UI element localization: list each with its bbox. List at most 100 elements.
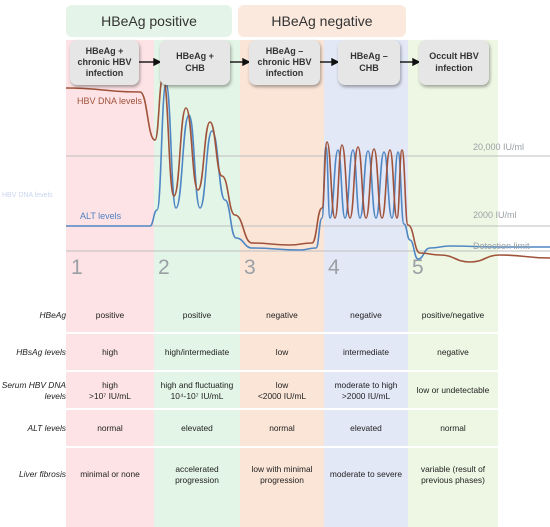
phase-2-title-line: HBeAg +: [176, 51, 214, 62]
cell-text: high: [102, 379, 118, 390]
table-cell: low <2000 IU/mL: [240, 373, 324, 409]
table-cell: variable (result of previous phases): [408, 449, 498, 501]
table-cell: minimal or none: [66, 449, 154, 501]
row-label-text: ALT levels: [27, 423, 66, 434]
table-cell: accelerated progression: [154, 449, 240, 501]
table-cell: high >10⁷ IU/mL: [66, 373, 154, 409]
phase-1-title-line: HBeAg +: [85, 45, 124, 56]
phase-band-1: [66, 40, 154, 527]
cell-text: moderate to high: [334, 379, 398, 390]
phase-4-title-line: CHB: [359, 62, 379, 73]
cell-text: elevated: [350, 423, 382, 434]
table-cell: high and fluctuating 10⁴-10⁷ IU/mL: [154, 373, 240, 409]
group-header-hbeag-negative: HBeAg negative: [238, 5, 406, 37]
ref-label-2000: 2000 IU/ml: [473, 210, 517, 220]
table-cell: elevated: [324, 411, 408, 447]
cell-text: normal: [440, 423, 466, 434]
table-cell: high/intermediate: [154, 335, 240, 371]
cell-text: low: [275, 347, 289, 358]
cell-text: elevated: [181, 423, 213, 434]
phase-number-3: 3: [244, 256, 256, 279]
group-header-hbeag-positive: HBeAg positive: [66, 5, 232, 37]
hbv-dna-ghost-label: HBV DNA levels: [2, 192, 53, 199]
phase-box-5: Occult HBV infection: [419, 40, 489, 85]
cell-text: minimal or none: [80, 469, 140, 480]
table-cell: low with minimal progression: [240, 449, 324, 501]
table-cell: positive/negative: [408, 298, 498, 333]
row-separators: [0, 332, 500, 448]
row-label-text: Serum HBV DNA: [1, 379, 66, 390]
ref-label-detection: Detection limit: [473, 241, 530, 251]
cell-text: low: [275, 379, 289, 390]
table-cell: normal: [408, 411, 498, 447]
table-cell: moderate to severe: [324, 449, 408, 501]
table-cell: negative: [324, 298, 408, 333]
phase-band-5: [408, 40, 498, 527]
cell-text: negative: [266, 309, 298, 320]
row-label-text: HBeAg: [39, 309, 66, 320]
table-cell: negative: [240, 298, 324, 333]
cell-text: <2000 IU/mL: [257, 391, 307, 401]
cell-text: previous phases): [421, 475, 485, 485]
table-cell: moderate to high >2000 IU/mL: [324, 373, 408, 409]
phase-4-title-line: HBeAg –: [350, 51, 388, 62]
table-cell: negative: [408, 335, 498, 371]
phase-box-3: HBeAg – chronic HBV infection: [249, 40, 320, 85]
table-cell: positive: [66, 298, 154, 333]
cell-text: normal: [269, 423, 295, 434]
table-cell: low: [240, 335, 324, 371]
cell-text: low with minimal: [251, 463, 313, 474]
cell-text: high: [102, 347, 118, 358]
phase-band-4: [324, 40, 408, 527]
row-label-liver-fibrosis: Liver fibrosis: [0, 449, 66, 501]
hbv-dna-curve-label: HBV DNA levels: [77, 96, 143, 106]
cell-text: low or undetectable: [416, 385, 490, 396]
row-label-hbsag: HBsAg levels: [0, 335, 66, 371]
table-cell: normal: [240, 411, 324, 447]
alt-curve-label: ALT levels: [80, 211, 122, 221]
row-label-text: levels: [44, 391, 66, 401]
table-cell: positive: [154, 298, 240, 333]
phase-number-5: 5: [412, 256, 424, 279]
phase-1-title-line: infection: [85, 68, 124, 79]
cell-text: positive: [182, 309, 212, 320]
cell-text: positive: [95, 309, 125, 320]
row-label-text: Liver fibrosis: [18, 469, 66, 480]
phase-number-4: 4: [328, 256, 340, 279]
cell-text: normal: [97, 423, 123, 434]
phase-number-1: 1: [71, 256, 83, 279]
cell-text: >2000 IU/mL: [341, 391, 391, 401]
phase-5-title-line: infection: [435, 62, 473, 73]
table-cell: normal: [66, 411, 154, 447]
cell-text: negative: [350, 309, 382, 320]
cell-text: intermediate: [342, 347, 390, 358]
phase-3-title-line: HBeAg –: [265, 45, 304, 56]
cell-text: 10⁴-10⁷ IU/mL: [170, 391, 224, 401]
cell-text: negative: [437, 347, 469, 358]
cell-text: moderate to severe: [329, 469, 403, 480]
cell-text: positive/negative: [421, 309, 485, 320]
cell-text: progression: [260, 475, 304, 485]
cell-text: variable (result of: [420, 463, 486, 474]
phase-box-1: HBeAg + chronic HBV infection: [70, 40, 139, 85]
phase-2-title-line: CHB: [185, 62, 205, 73]
phase-box-4: HBeAg – CHB: [338, 40, 400, 85]
phase-3-title-line: infection: [265, 68, 304, 79]
row-label-hbeag: HBeAg: [0, 298, 66, 333]
phase-5-title-line: Occult HBV: [429, 51, 479, 62]
cell-text: progression: [175, 475, 219, 485]
alt-level-curve: [66, 83, 550, 260]
cell-text: accelerated: [175, 463, 219, 474]
table-cell: low or undetectable: [408, 373, 498, 409]
row-label-text: HBsAg levels: [16, 347, 66, 358]
row-label-serum-hbv-dna: Serum HBV DNA levels: [0, 373, 66, 409]
phase-box-2: HBeAg + CHB: [160, 40, 230, 85]
hbv-dna-level-curve: [65, 76, 550, 263]
cell-text: high and fluctuating: [160, 379, 234, 390]
phase-1-title-line: chronic HBV: [77, 56, 132, 67]
table-cell: high: [66, 335, 154, 371]
row-label-alt: ALT levels: [0, 411, 66, 447]
cell-text: >10⁷ IU/mL: [89, 391, 131, 401]
